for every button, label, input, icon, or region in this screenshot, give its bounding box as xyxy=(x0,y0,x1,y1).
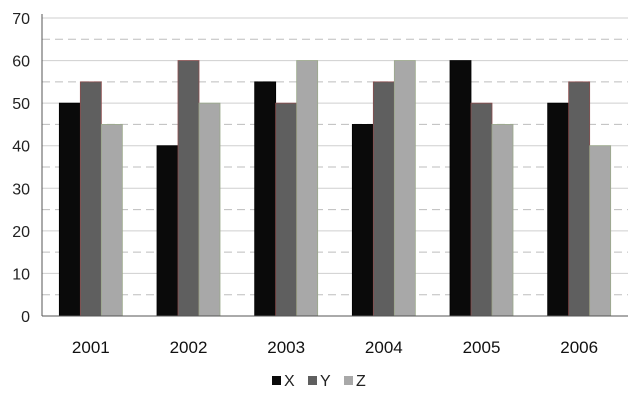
x-tick-label: 2001 xyxy=(72,338,110,357)
bars xyxy=(58,60,612,317)
bar-z-2001 xyxy=(100,124,123,317)
legend-swatch-x xyxy=(272,376,281,385)
bar-y-2001 xyxy=(79,81,102,317)
axes: 0 10 20 30 40 50 60 70 2001 2002 2003 2004 2005 2006 xyxy=(12,11,628,357)
x-tick-label: 2006 xyxy=(560,338,598,357)
bar-y-2003 xyxy=(275,102,298,317)
y-tick-label: 40 xyxy=(12,139,30,156)
bar-z-2002 xyxy=(198,102,221,317)
bar-x-2006 xyxy=(547,102,570,317)
bar-x-2004 xyxy=(351,124,374,317)
legend-label-y: Y xyxy=(320,373,331,390)
bar-x-2002 xyxy=(156,145,179,317)
x-tick-label: 2002 xyxy=(170,338,208,357)
bar-z-2003 xyxy=(296,60,319,317)
x-tick-label: 2004 xyxy=(365,338,403,357)
grid-lines xyxy=(42,17,628,317)
y-tick-label: 10 xyxy=(12,266,30,283)
x-tick-label: 2005 xyxy=(463,338,501,357)
legend-swatch-z xyxy=(344,376,353,385)
y-tick-label: 70 xyxy=(12,11,30,28)
bar-x-2005 xyxy=(449,60,472,317)
y-tick-label: 20 xyxy=(12,224,30,241)
legend-swatch-y xyxy=(308,376,317,385)
bar-x-2001 xyxy=(58,102,81,317)
x-tick-label: 2003 xyxy=(267,338,305,357)
bar-z-2004 xyxy=(393,60,416,317)
bar-z-2005 xyxy=(491,124,514,317)
y-tick-label: 60 xyxy=(12,54,30,71)
y-tick-label: 0 xyxy=(21,309,30,326)
bar-y-2006 xyxy=(568,81,591,317)
legend-label-z: Z xyxy=(356,373,366,390)
bar-z-2006 xyxy=(589,145,612,317)
legend-label-x: X xyxy=(284,373,295,390)
bar-x-2003 xyxy=(254,81,277,317)
legend: X Y Z xyxy=(272,373,366,390)
bar-y-2005 xyxy=(470,102,493,317)
y-tick-label: 50 xyxy=(12,96,30,113)
bar-y-2004 xyxy=(372,81,395,317)
y-tick-label: 30 xyxy=(12,181,30,198)
bar-y-2002 xyxy=(177,60,200,317)
